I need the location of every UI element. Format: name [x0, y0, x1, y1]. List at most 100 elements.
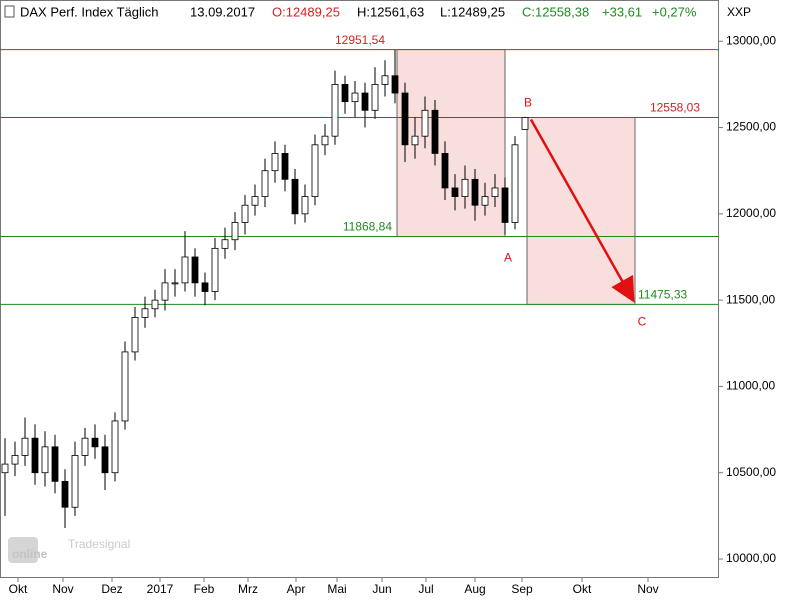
- wave-label: A: [504, 251, 512, 265]
- candle-body: [291, 178, 299, 215]
- candle-body: [411, 135, 419, 146]
- candle-body: [111, 420, 119, 474]
- candle-body: [211, 247, 219, 292]
- candle-body: [321, 135, 329, 146]
- x-tick-label: Okt: [573, 582, 592, 596]
- header: DAX Perf. Index Täglich 13.09.2017 O:124…: [4, 4, 697, 19]
- header-symbol: DAX Perf. Index Täglich: [20, 4, 159, 19]
- logo-badge: [8, 537, 38, 563]
- candle-body: [301, 196, 309, 215]
- y-tick-label: 13000,00: [726, 33, 776, 47]
- header-change-pct: +0,27%: [652, 4, 697, 19]
- wave-label: C: [638, 315, 647, 329]
- level-label: 11868,84: [343, 220, 392, 234]
- x-tick-label: Jun: [372, 582, 391, 596]
- header-low: L:12489,25: [440, 4, 505, 19]
- y-tick-label: 11000,00: [726, 379, 775, 393]
- x-tick-label: 2017: [147, 582, 174, 596]
- candle-body: [241, 204, 249, 223]
- candle-body: [171, 282, 179, 285]
- candle-body: [141, 308, 149, 318]
- candle-body: [181, 256, 189, 284]
- header-date: 13.09.2017: [190, 4, 255, 19]
- candle-body: [461, 178, 469, 197]
- candle-body: [251, 196, 259, 206]
- candle-body: [221, 239, 229, 249]
- candle-body: [441, 153, 449, 189]
- x-tick-label: Mrz: [238, 582, 258, 596]
- x-tick-label: Feb: [194, 582, 215, 596]
- x-tick-label: Mai: [327, 582, 346, 596]
- header-open: O:12489,25: [272, 4, 340, 19]
- candle-body: [231, 222, 239, 241]
- candle-body: [371, 84, 379, 111]
- plot-frame: [0, 0, 719, 578]
- level-label: 12558,03: [650, 101, 700, 115]
- candle-body: [521, 117, 529, 130]
- candle-body: [191, 256, 199, 284]
- candle-body: [11, 455, 19, 465]
- candle-body: [51, 446, 59, 482]
- candle-body: [151, 299, 159, 310]
- candle-body: [61, 480, 69, 508]
- candle-body: [1, 463, 9, 474]
- x-tick-label: Aug: [464, 582, 485, 596]
- candle-body: [481, 196, 489, 206]
- candle-body: [401, 92, 409, 146]
- y-tick-label: 10000,00: [726, 551, 776, 565]
- x-tick-label: Nov: [52, 582, 73, 596]
- x-tick-label: Sep: [511, 582, 533, 596]
- x-tick-label: Dez: [101, 582, 122, 596]
- candle-body: [451, 187, 459, 197]
- candle-body: [31, 437, 39, 474]
- candle-body: [491, 187, 499, 197]
- candle-body: [131, 316, 139, 353]
- projection-arrow: [529, 118, 635, 303]
- candle-body: [471, 178, 479, 206]
- candle-body: [71, 455, 79, 508]
- logo-name: online: [12, 547, 48, 561]
- level-label: 12951,54: [335, 33, 385, 47]
- candle-body: [361, 92, 369, 111]
- candle-body: [501, 187, 509, 223]
- candle-body: [311, 144, 319, 197]
- x-tick-label: Jul: [418, 582, 433, 596]
- logo-brand: Tradesignal: [68, 537, 130, 551]
- candle-body: [271, 153, 279, 172]
- x-tick-label: Nov: [637, 582, 658, 596]
- candle-body: [201, 282, 209, 292]
- candle-body: [431, 109, 439, 154]
- y-axis-label: XXP: [727, 5, 751, 19]
- candle-body: [351, 92, 359, 103]
- candle-body: [161, 282, 169, 301]
- y-tick-label: 12000,00: [726, 206, 776, 220]
- candle-body: [511, 144, 519, 223]
- candle-body: [91, 437, 99, 448]
- candle-body: [121, 351, 129, 422]
- candle-body: [381, 75, 389, 85]
- header-high: H:12561,63: [357, 4, 424, 19]
- candle-body: [81, 437, 89, 456]
- x-tick-label: Apr: [287, 582, 306, 596]
- wave-label: B: [524, 96, 532, 110]
- x-tick-label: Okt: [9, 582, 28, 596]
- header-icon: [4, 5, 15, 18]
- logo: Tradesignal online: [8, 537, 130, 563]
- candle-body: [21, 437, 29, 456]
- candle-body: [281, 153, 289, 180]
- level-label: 11475,33: [638, 288, 687, 302]
- y-tick-label: 12500,00: [726, 120, 776, 134]
- candle-body: [41, 446, 49, 474]
- y-tick-label: 10500,00: [726, 465, 776, 479]
- candle-body: [391, 75, 399, 94]
- y-tick-label: 11500,00: [726, 292, 775, 306]
- header-close: C:12558,38: [522, 4, 589, 19]
- header-change: +33,61: [602, 4, 642, 19]
- candle-body: [331, 84, 339, 137]
- candle-body: [101, 446, 109, 474]
- candle-body: [421, 109, 429, 137]
- candle-body: [261, 170, 269, 197]
- candle-body: [341, 84, 349, 103]
